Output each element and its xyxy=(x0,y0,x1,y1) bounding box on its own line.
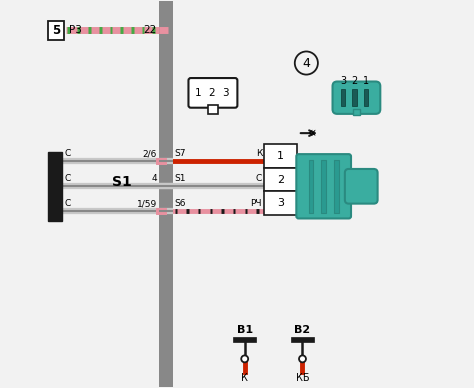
Text: 3: 3 xyxy=(222,88,229,98)
Bar xyxy=(264,168,297,191)
Text: «: « xyxy=(308,126,316,140)
Text: 22: 22 xyxy=(144,24,157,35)
Text: К: К xyxy=(255,149,262,158)
Text: 1: 1 xyxy=(195,88,202,98)
Text: 1/59: 1/59 xyxy=(137,199,157,208)
Circle shape xyxy=(299,355,306,362)
FancyBboxPatch shape xyxy=(189,78,237,108)
FancyBboxPatch shape xyxy=(333,81,380,114)
Text: 1: 1 xyxy=(363,76,369,86)
Text: 1: 1 xyxy=(277,151,284,161)
Text: C: C xyxy=(65,199,71,208)
Text: S6: S6 xyxy=(174,199,186,208)
Text: 4: 4 xyxy=(151,174,157,183)
Text: C: C xyxy=(65,149,71,158)
Text: S7: S7 xyxy=(174,149,186,158)
Text: C: C xyxy=(65,174,71,183)
Bar xyxy=(48,152,62,221)
Bar xyxy=(364,89,368,106)
FancyBboxPatch shape xyxy=(296,154,351,218)
Bar xyxy=(309,159,313,213)
Bar xyxy=(208,106,219,114)
Text: 2/6: 2/6 xyxy=(143,149,157,158)
Bar xyxy=(233,337,256,342)
Bar xyxy=(321,159,326,213)
Text: P3: P3 xyxy=(69,24,82,35)
Circle shape xyxy=(241,355,248,362)
Text: В2: В2 xyxy=(294,325,310,334)
Bar xyxy=(291,337,314,342)
Bar xyxy=(352,89,357,106)
Text: РЧ: РЧ xyxy=(251,199,262,208)
Bar xyxy=(334,159,338,213)
FancyBboxPatch shape xyxy=(345,169,378,204)
Text: К: К xyxy=(241,373,248,383)
Text: 2: 2 xyxy=(351,76,357,86)
Bar xyxy=(353,109,360,114)
Text: 2: 2 xyxy=(277,175,284,185)
Bar xyxy=(159,2,173,386)
Text: 3: 3 xyxy=(277,198,284,208)
Text: S1: S1 xyxy=(174,174,186,183)
Text: КБ: КБ xyxy=(296,373,310,383)
Bar xyxy=(341,89,345,106)
Text: 5: 5 xyxy=(52,24,61,37)
Bar xyxy=(264,144,297,168)
Text: В1: В1 xyxy=(237,325,253,334)
Text: 4: 4 xyxy=(302,57,310,69)
Text: C: C xyxy=(256,174,262,183)
Bar xyxy=(264,191,297,215)
Text: S1: S1 xyxy=(111,175,131,189)
Text: 2: 2 xyxy=(209,88,215,98)
Text: 3: 3 xyxy=(340,76,346,86)
Bar xyxy=(48,21,64,40)
